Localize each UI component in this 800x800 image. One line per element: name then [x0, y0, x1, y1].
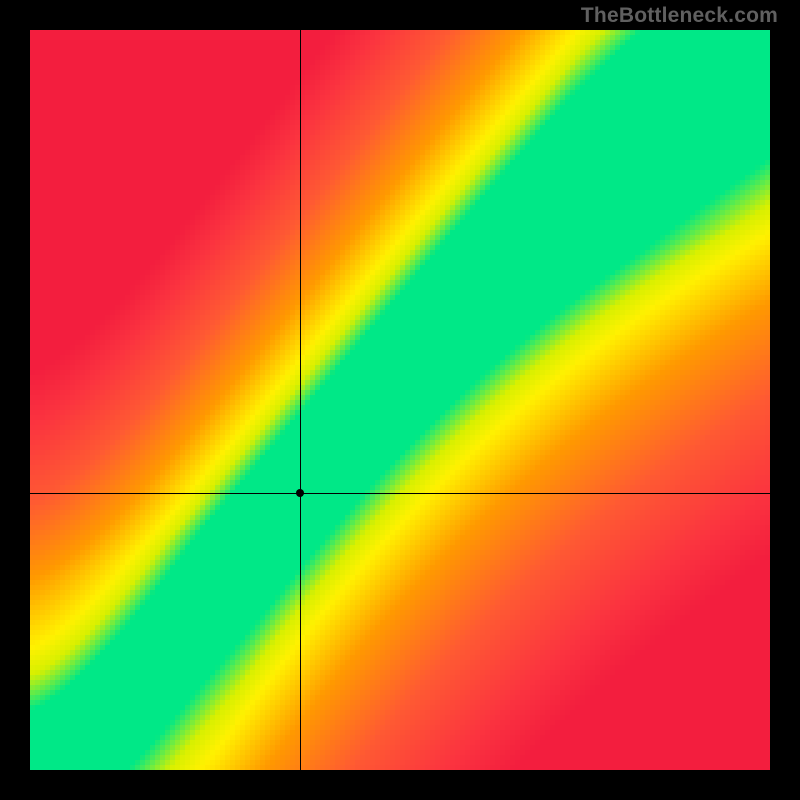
crosshair-horizontal [30, 493, 770, 494]
crosshair-dot [296, 489, 304, 497]
crosshair-vertical [300, 30, 301, 770]
watermark-text: TheBottleneck.com [581, 4, 778, 28]
heatmap-canvas [30, 30, 770, 770]
chart-stage: TheBottleneck.com [0, 0, 800, 800]
